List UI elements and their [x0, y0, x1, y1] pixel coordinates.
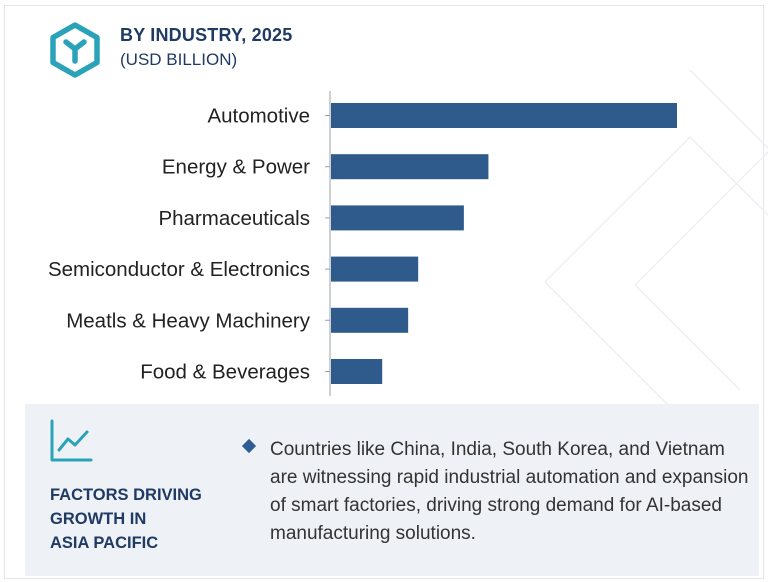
bar-semiconductor-electronics: [331, 256, 419, 282]
chart-subtitle: (USD BILLION): [120, 50, 238, 69]
bar-pharmaceuticals: [331, 205, 464, 231]
diamond-bullet-icon: [241, 438, 257, 454]
factors-title-line: FACTORS DRIVING: [50, 486, 202, 504]
hexagon-logo-icon: [50, 22, 100, 78]
category-label: Energy & Power: [162, 156, 310, 179]
bar-energy-power: [331, 154, 489, 180]
factors-panel: FACTORS DRIVING GROWTH IN ASIA PACIFIC C…: [25, 404, 759, 576]
factors-title-line: GROWTH IN: [50, 510, 147, 528]
bar-automotive: [331, 103, 677, 128]
bar-meatls-heavy-machinery: [331, 307, 409, 333]
category-label: Food & Beverages: [140, 361, 310, 384]
bar-chart: Automotive Energy & Power Pharmaceuticals S…: [48, 91, 677, 396]
category-label: Semiconductor & Electronics: [48, 258, 310, 281]
factors-title: FACTORS DRIVING GROWTH IN ASIA PACIFIC: [50, 483, 240, 555]
bar-food-beverages: [331, 359, 383, 384]
category-label: Automotive: [207, 105, 310, 128]
category-label: Pharmaceuticals: [158, 207, 310, 230]
chart-title: BY INDUSTRY, 2025: [120, 25, 293, 45]
factors-title-line: ASIA PACIFIC: [50, 534, 159, 552]
trend-chart-icon: [50, 419, 93, 462]
factors-description: Countries like China, India, South Korea…: [270, 439, 749, 544]
category-label: Meatls & Heavy Machinery: [66, 309, 311, 332]
